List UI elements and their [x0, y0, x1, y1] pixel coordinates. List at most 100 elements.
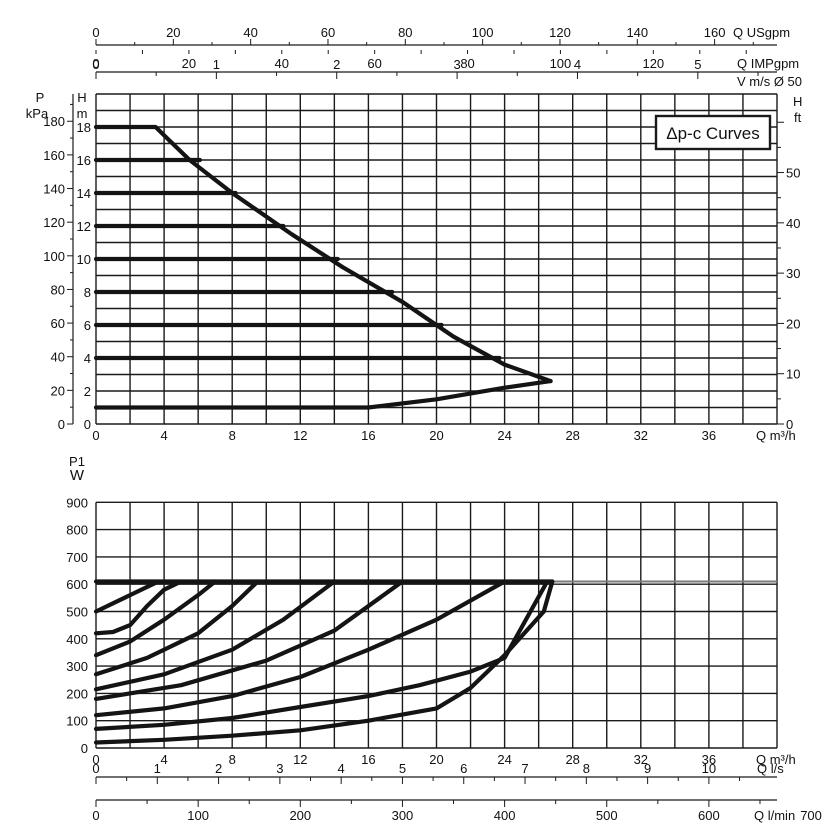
- usgpm-tick-label: 60: [321, 25, 335, 40]
- x-axis-label: Q m³/h: [756, 428, 796, 443]
- m-tick-label: 8: [84, 285, 91, 300]
- w-tick-label: 0: [81, 741, 88, 756]
- x-tick-label: 36: [702, 428, 716, 443]
- ft-axis-label-line2: ft: [794, 110, 802, 125]
- power-curve-6: [93, 579, 507, 718]
- w-tick-label: 300: [66, 659, 88, 674]
- lmin-tick-label: 700: [800, 808, 822, 823]
- velocity-tick-label: 3: [453, 57, 460, 72]
- m-tick-label: 16: [77, 153, 91, 168]
- x-tick-label: 24: [497, 752, 511, 767]
- x-tick-label: 8: [229, 752, 236, 767]
- impgpm-axis-label: Q IMPgpm: [737, 56, 799, 71]
- curve-type-box: [654, 114, 772, 151]
- x-tick-label: 4: [160, 428, 167, 443]
- usgpm-tick-label: 0: [92, 25, 99, 40]
- ft-tick-label: 0: [786, 417, 793, 432]
- x-tick-label: 32: [634, 752, 648, 767]
- w-tick-label: 200: [66, 686, 88, 701]
- velocity-tick-label: 4: [574, 57, 581, 72]
- impgpm-tick-label: 40: [275, 56, 289, 71]
- m-tick-label: 18: [77, 120, 91, 135]
- power-curve-3: [93, 579, 260, 677]
- m-tick-label: 2: [84, 384, 91, 399]
- x-tick-label: 24: [497, 428, 511, 443]
- curve-type-label: Δp-c Curves: [666, 124, 760, 143]
- impgpm-tick-label: 120: [642, 56, 664, 71]
- lmin-tick-label: 600: [698, 808, 720, 823]
- lmin-tick-label: 500: [596, 808, 618, 823]
- ls-tick-label: 10: [702, 761, 716, 776]
- power-curve-4: [93, 579, 337, 692]
- usgpm-axis-label: Q USgpm: [733, 25, 790, 40]
- ft-tick-label: 10: [786, 367, 800, 382]
- w-tick-label: 400: [66, 632, 88, 647]
- x-tick-label: 8: [229, 428, 236, 443]
- velocity-axis-label: V m/s Ø 50: [737, 74, 802, 89]
- w-tick-label: 500: [66, 605, 88, 620]
- x-tick-label: 36: [702, 752, 716, 767]
- impgpm-tick-label: 80: [460, 56, 474, 71]
- ls-tick-label: 2: [215, 761, 222, 776]
- kpa-tick-label: 120: [43, 215, 65, 230]
- kpa-tick-label: 20: [51, 383, 65, 398]
- usgpm-tick-label: 20: [166, 25, 180, 40]
- kpa-tick-label: 60: [51, 316, 65, 331]
- w-axis-label-line2: W: [70, 467, 85, 484]
- m-tick-label: 6: [84, 318, 91, 333]
- usgpm-tick-label: 40: [243, 25, 257, 40]
- velocity-tick-label: 0: [92, 57, 99, 72]
- ls-axis-label: Q l/s: [757, 761, 784, 776]
- ft-tick-label: 30: [786, 266, 800, 281]
- m-tick-label: 4: [84, 351, 91, 366]
- x-tick-label: 0: [92, 752, 99, 767]
- w-axis-label-line1: P1: [69, 454, 85, 469]
- head-chart: 0 4 8 12 16 20 24 28 32 36 Q m³/h0 20 40 60 80 100 120 14…: [26, 25, 803, 443]
- velocity-tick-label: 5: [694, 57, 701, 72]
- x-axis-label: Q m³/h: [756, 752, 796, 767]
- kpa-tick-label: 40: [51, 350, 65, 365]
- dp-c-curve-0: [93, 124, 192, 163]
- m-tick-label: 0: [84, 417, 91, 432]
- lmin-tick-label: 300: [392, 808, 414, 823]
- x-tick-label: 0: [92, 428, 99, 443]
- usgpm-tick-label: 160: [704, 25, 726, 40]
- power-chart: 0 4 8 12 16 20 24 28 32 36 Q m³/h0 1 2 3 4 5 6 7 8 9 10 Q l/s…: [66, 454, 822, 823]
- x-tick-label: 28: [565, 752, 579, 767]
- power-curve-2: [93, 579, 218, 658]
- dp-c-curve-9: [93, 379, 553, 410]
- w-tick-label: 600: [66, 577, 88, 592]
- x-tick-label: 16: [361, 428, 375, 443]
- x-tick-label: 12: [293, 428, 307, 443]
- m-axis-label-line1: H: [77, 90, 86, 105]
- velocity-tick-label: 2: [333, 57, 340, 72]
- power-curve-1: [93, 579, 184, 636]
- usgpm-tick-label: 100: [472, 25, 494, 40]
- w-tick-label: 900: [66, 495, 88, 510]
- usgpm-tick-label: 80: [398, 25, 412, 40]
- x-tick-label: 28: [565, 428, 579, 443]
- x-tick-label: 32: [634, 428, 648, 443]
- m-tick-label: 12: [77, 219, 91, 234]
- m-tick-label: 14: [77, 186, 91, 201]
- power-curve-0: [93, 580, 158, 614]
- usgpm-tick-label: 140: [626, 25, 648, 40]
- w-tick-label: 700: [66, 550, 88, 565]
- kpa-tick-label: 100: [43, 249, 65, 264]
- lmin-tick-label: 400: [494, 808, 516, 823]
- impgpm-tick-label: 20: [182, 56, 196, 71]
- ls-tick-label: 0: [92, 761, 99, 776]
- kpa-axis-label-line2: kPa: [26, 106, 49, 121]
- ft-tick-label: 40: [786, 216, 800, 231]
- ft-tick-label: 50: [786, 166, 800, 181]
- kpa-tick-label: 180: [43, 114, 65, 129]
- ls-tick-label: 5: [399, 761, 406, 776]
- power-curve-8: [93, 579, 555, 745]
- ls-tick-label: 9: [644, 761, 651, 776]
- power-curve-5: [93, 579, 405, 701]
- impgpm-tick-label: 100: [550, 56, 572, 71]
- lmin-tick-label: 100: [187, 808, 209, 823]
- m-tick-label: 10: [77, 252, 91, 267]
- ls-tick-label: 4: [338, 761, 345, 776]
